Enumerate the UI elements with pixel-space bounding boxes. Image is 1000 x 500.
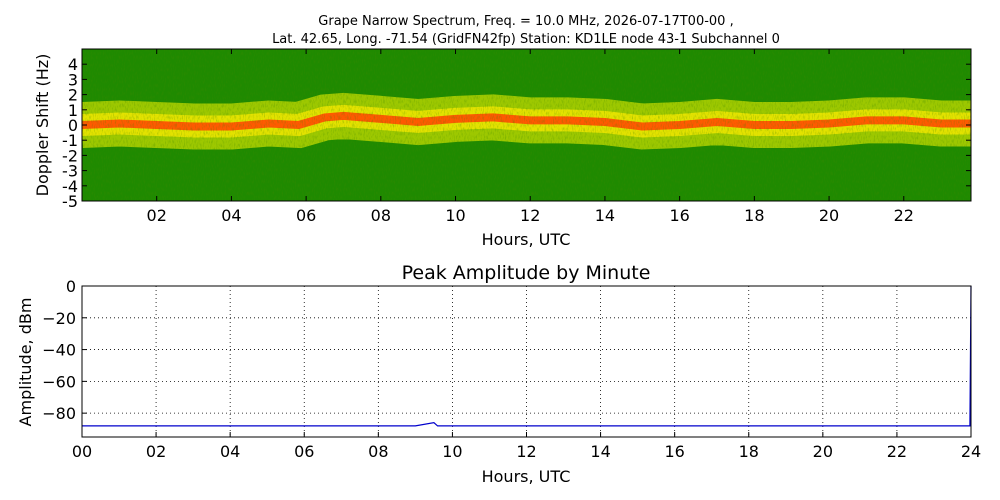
- spectrogram-y-tick-label: 1: [68, 101, 78, 120]
- spectrogram-noise-texture: [82, 49, 971, 201]
- amplitude-x-ticks: 00 02 04 06 08 10 12 14 16 18 20 22 24: [72, 432, 981, 461]
- amplitude-x-tick-label: 12: [516, 442, 536, 461]
- amplitude-y-tick-label: −20: [42, 309, 76, 328]
- amplitude-title: Peak Amplitude by Minute: [402, 262, 651, 284]
- amplitude-y-ticks: 0 −20 −40 −60 −80: [42, 277, 87, 423]
- spectrogram-x-tick-label: 14: [595, 206, 615, 225]
- amplitude-grid: [82, 286, 971, 437]
- amplitude-x-tick-label: 08: [368, 442, 388, 461]
- spectrogram-y-tick-label: -2: [62, 146, 78, 165]
- spectrogram-y-tick-label: 0: [68, 116, 78, 135]
- spectrogram-x-tick-label: 20: [819, 206, 839, 225]
- amplitude-x-tick-label: 22: [887, 442, 907, 461]
- spectrogram-x-axis-label: Hours, UTC: [482, 230, 571, 249]
- amplitude-x-tick-label: 20: [813, 442, 833, 461]
- amplitude-series-line: [82, 285, 972, 427]
- spectrogram-x-tick-label: 18: [744, 206, 764, 225]
- spectrogram-plot-area: [82, 49, 971, 201]
- spectrogram-x-ticks: 02 04 06 08 10 12 14 16 18 20 22: [147, 49, 914, 225]
- spectrogram-y-tick-label: 4: [68, 55, 78, 74]
- spectrogram-x-tick-label: 02: [147, 206, 167, 225]
- amplitude-y-tick-label: −40: [42, 341, 76, 360]
- spectrogram-y-axis-label: Doppler Shift (Hz): [33, 54, 52, 197]
- spectrogram-title-line1: Grape Narrow Spectrum, Freq. = 10.0 MHz,…: [318, 14, 733, 29]
- amplitude-x-tick-label: 06: [294, 442, 314, 461]
- spectrogram-x-tick-label: 08: [371, 206, 391, 225]
- spectrogram-y-tick-label: -1: [62, 131, 78, 150]
- amplitude-x-tick-label: 02: [146, 442, 166, 461]
- amplitude-x-tick-label: 24: [961, 442, 981, 461]
- spectrogram-y-tick-label: -3: [62, 162, 78, 181]
- spectrogram-panel: Grape Narrow Spectrum, Freq. = 10.0 MHz,…: [33, 14, 972, 249]
- amplitude-x-tick-label: 04: [220, 442, 240, 461]
- spectrogram-x-tick-label: 04: [221, 206, 241, 225]
- spectrogram-y-tick-label: 2: [68, 86, 78, 105]
- spectrogram-x-tick-label: 12: [520, 206, 540, 225]
- spectrogram-y-tick-label: 3: [68, 70, 78, 89]
- amplitude-y-tick-label: 0: [66, 277, 76, 296]
- spectrogram-y-tick-label: -4: [62, 177, 78, 196]
- amplitude-y-axis-label: Amplitude, dBm: [16, 298, 35, 427]
- spectrogram-x-tick-label: 06: [296, 206, 316, 225]
- amplitude-x-axis-label: Hours, UTC: [482, 467, 571, 486]
- spectrogram-title-line2: Lat. 42.65, Long. -71.54 (GridFN42fp) St…: [272, 32, 780, 47]
- amplitude-y-tick-label: −80: [42, 404, 76, 423]
- spectrogram-x-tick-label: 10: [445, 206, 465, 225]
- amplitude-x-tick-label: 10: [442, 442, 462, 461]
- amplitude-x-tick-label: 16: [664, 442, 684, 461]
- amplitude-panel: Peak Amplitude by Minute 00 02 04 06 08 10 12 1…: [16, 262, 981, 486]
- spectrogram-x-tick-label: 22: [894, 206, 914, 225]
- amplitude-x-tick-label: 00: [72, 442, 92, 461]
- amplitude-x-tick-label: 14: [590, 442, 610, 461]
- spectrogram-y-tick-label: -5: [62, 192, 78, 211]
- amplitude-y-tick-label: −60: [42, 372, 76, 391]
- amplitude-x-tick-label: 18: [739, 442, 759, 461]
- spectrogram-x-tick-label: 16: [669, 206, 689, 225]
